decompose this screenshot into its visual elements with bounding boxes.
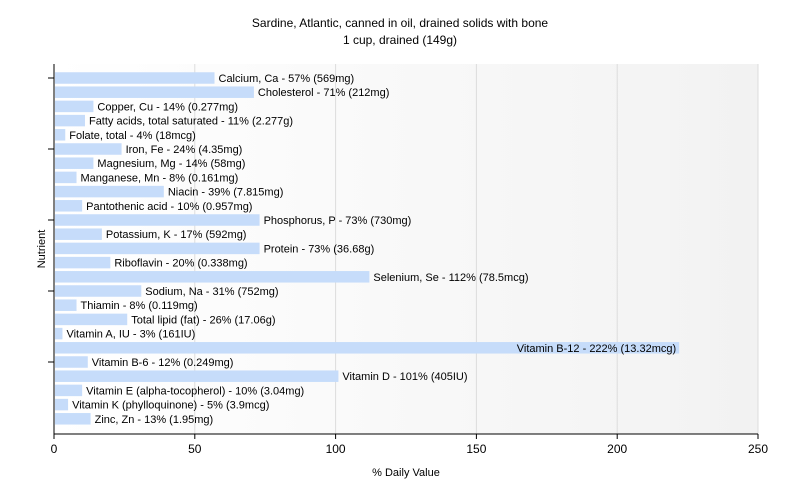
bar: [55, 285, 142, 297]
chart-subtitle: 1 cup, drained (149g): [343, 33, 457, 47]
bar: [55, 157, 94, 169]
bar: [55, 327, 63, 340]
bar: [55, 185, 164, 198]
bar-label: Thiamin - 8% (0.119mg): [81, 300, 198, 312]
bar: [55, 271, 370, 283]
bar-label: Copper, Cu - 14% (0.277mg): [97, 101, 238, 113]
bar-label: Fatty acids, total saturated - 11% (2.27…: [89, 116, 293, 128]
x-axis-title: % Daily Value: [372, 467, 440, 479]
bar: [55, 86, 254, 98]
axes: [48, 64, 759, 439]
bar: [55, 114, 85, 127]
bar-label: Vitamin K (phylloquinone) - 5% (3.9mcg): [72, 400, 269, 412]
bar-label: Protein - 73% (36.68g): [264, 243, 375, 255]
bar: [55, 384, 83, 397]
bar-label: Total lipid (fat) - 26% (17.06g): [131, 314, 275, 326]
bar: [55, 171, 77, 184]
bar-label: Calcium, Ca - 57% (569mg): [219, 73, 355, 85]
bar-label: Phosphorus, P - 73% (730mg): [264, 215, 412, 227]
bar: [55, 342, 680, 354]
y-axis-title: Nutrient: [36, 230, 48, 269]
bar: [55, 398, 69, 411]
x-tick-labels: 0 50 100 150 200 250: [51, 442, 769, 456]
bar-label: Folate, total - 4% (18mcg): [69, 130, 196, 142]
bar-label: Potassium, K - 17% (592mg): [106, 229, 247, 241]
bars: [55, 72, 680, 425]
bar-label: Vitamin E (alpha-tocopherol) - 10% (3.04…: [86, 385, 304, 397]
bar-label: Selenium, Se - 112% (78.5mcg): [373, 272, 528, 284]
bar-label: Vitamin A, IU - 3% (161IU): [66, 329, 195, 341]
bar: [55, 200, 83, 212]
x-tick-label: 50: [188, 442, 202, 456]
bar: [55, 356, 88, 368]
bar: [55, 370, 339, 382]
bar: [55, 143, 122, 155]
bar: [55, 100, 94, 113]
bar: [55, 228, 102, 240]
x-tick-label: 150: [466, 442, 486, 456]
bar-label: Zinc, Zn - 13% (1.95mg): [95, 414, 214, 426]
bar-label: Niacin - 39% (7.815mg): [168, 187, 284, 199]
bar: [55, 72, 215, 84]
bar: [55, 413, 91, 425]
bar-label: Vitamin B-12 - 222% (13.32mcg): [517, 343, 676, 355]
bar-label: Cholesterol - 71% (212mg): [258, 87, 389, 99]
bar-label: Sodium, Na - 31% (752mg): [145, 286, 278, 298]
bar-label: Riboflavin - 20% (0.338mg): [114, 258, 247, 270]
bar-label: Manganese, Mn - 8% (0.161mg): [81, 172, 239, 184]
bar-label: Iron, Fe - 24% (4.35mg): [126, 144, 243, 156]
x-tick-label: 0: [51, 442, 58, 456]
bar: [55, 214, 260, 226]
bar: [55, 242, 260, 255]
x-tick-label: 200: [607, 442, 627, 456]
chart-title: Sardine, Atlantic, canned in oil, draine…: [252, 16, 549, 30]
bar-label: Pantothenic acid - 10% (0.957mg): [86, 201, 252, 213]
bar-labels: Calcium, Ca - 57% (569mg) Cholesterol - 7…: [66, 73, 676, 426]
x-tick-label: 250: [748, 442, 768, 456]
bar-label: Magnesium, Mg - 14% (58mg): [97, 158, 245, 170]
bar: [55, 299, 77, 311]
x-tick-label: 100: [326, 442, 346, 456]
bar-label: Vitamin D - 101% (405IU): [342, 371, 467, 383]
bar: [55, 256, 111, 269]
bar: [55, 313, 128, 326]
bar-label: Vitamin B-6 - 12% (0.249mg): [92, 357, 234, 369]
bar: [55, 129, 66, 141]
